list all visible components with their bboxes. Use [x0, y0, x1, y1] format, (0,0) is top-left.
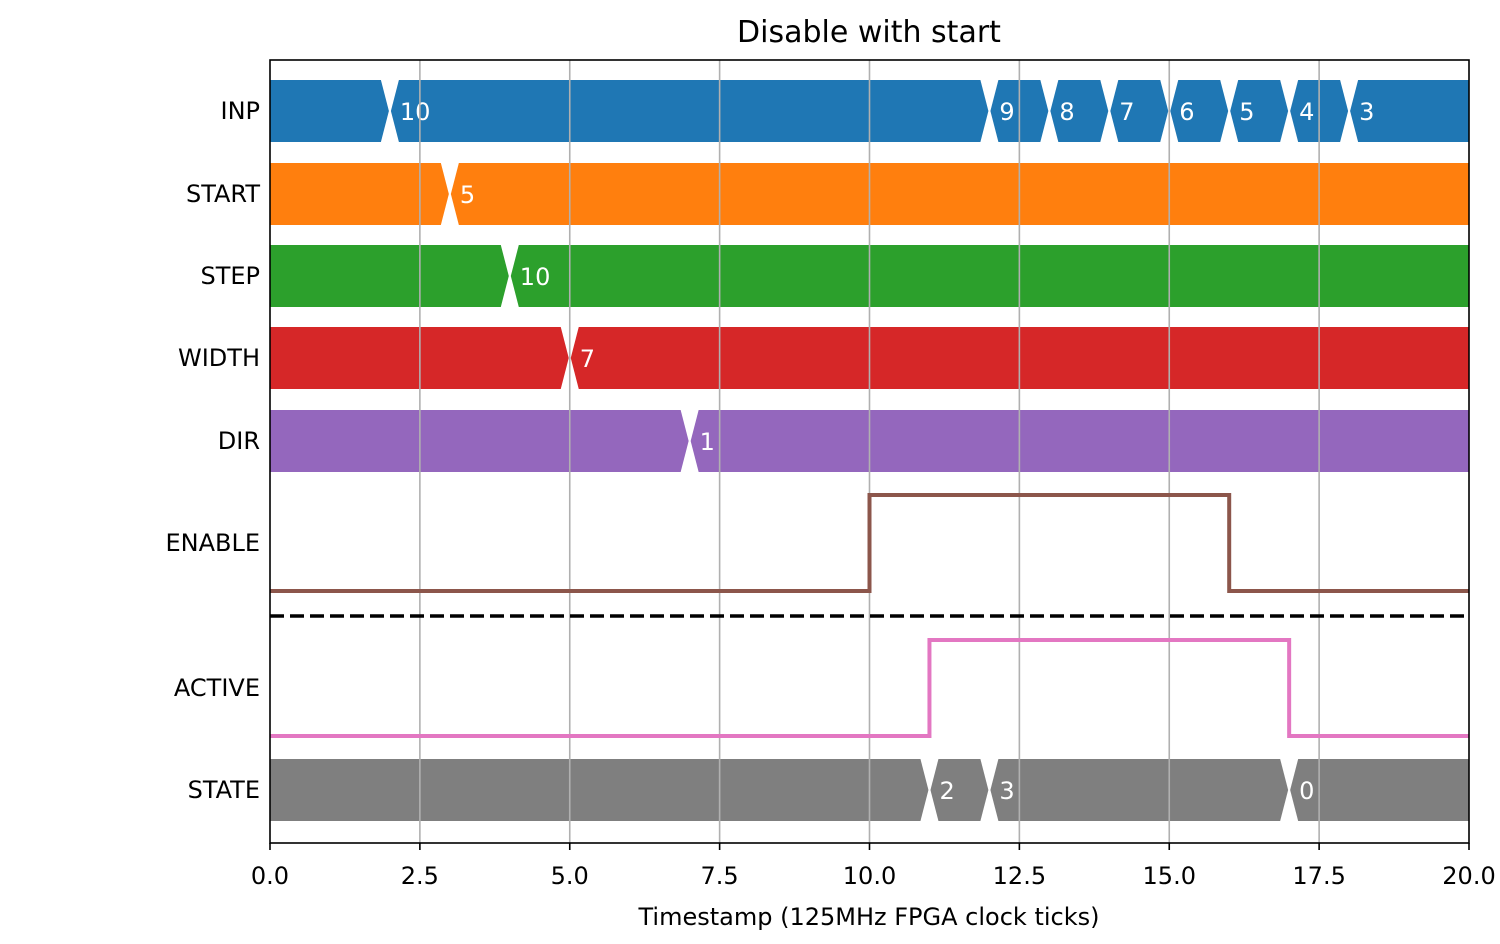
signal-label-dir: DIR	[218, 427, 260, 455]
bus-segment-state	[1290, 759, 1469, 821]
bus-value-inp: 9	[999, 98, 1014, 126]
bus-segment-inp	[1110, 80, 1169, 142]
chart-title: Disable with start	[737, 15, 1001, 50]
signal-label-width: WIDTH	[178, 344, 260, 372]
x-tick-label: 10.0	[843, 862, 896, 890]
bus-segment-state	[990, 759, 1289, 821]
signal-label-inp: INP	[220, 97, 260, 125]
bit-signals-layer	[270, 493, 1469, 738]
bus-segment-state	[930, 759, 989, 821]
bus-segment-start	[270, 163, 449, 225]
bus-segment-step	[270, 245, 509, 307]
bus-value-step: 10	[520, 263, 551, 291]
bus-segment-start	[450, 163, 1470, 225]
bus-value-inp: 3	[1359, 98, 1374, 126]
bus-value-start: 5	[460, 181, 475, 209]
bus-segment-inp	[1050, 80, 1109, 142]
signal-label-step: STEP	[200, 262, 260, 290]
bus-value-state: 2	[939, 777, 954, 805]
x-tick-label: 7.5	[701, 862, 739, 890]
axes-layer: INP START STEP WIDTH DIR ENABLE ACTIVE STATE 0.0…	[165, 59, 1496, 890]
plot-frame	[269, 59, 1470, 844]
x-tick-label: 5.0	[551, 862, 589, 890]
bus-segment-inp	[1350, 80, 1469, 142]
x-tick-label: 15.0	[1143, 862, 1196, 890]
signal-label-start: START	[186, 180, 260, 208]
bus-segment-inp	[270, 80, 389, 142]
grid-layer	[419, 60, 1320, 843]
bus-signals-layer: 10 9 8 7 6 5 4 3 5 10 7 1 2 3 0	[270, 80, 1470, 821]
bus-value-inp: 6	[1179, 98, 1194, 126]
bus-value-dir: 1	[700, 428, 715, 456]
x-tick-label: 0.0	[251, 862, 289, 890]
signal-label-active: ACTIVE	[174, 674, 260, 702]
signal-label-enable: ENABLE	[165, 529, 260, 557]
bus-value-inp: 8	[1059, 98, 1074, 126]
bus-segment-inp	[1170, 80, 1229, 142]
x-tick-label: 17.5	[1292, 862, 1345, 890]
bus-value-inp: 4	[1299, 98, 1314, 126]
bus-segment-inp	[1230, 80, 1289, 142]
bus-segment-dir	[270, 410, 689, 472]
bus-value-width: 7	[580, 345, 595, 373]
bus-segment-state	[270, 759, 929, 821]
bus-value-inp: 7	[1119, 98, 1134, 126]
x-tick-label: 20.0	[1442, 862, 1495, 890]
x-tick-label: 2.5	[401, 862, 439, 890]
bus-value-state: 3	[999, 777, 1014, 805]
bit-trace-enable	[270, 493, 1469, 593]
bit-trace-active	[270, 638, 1469, 738]
x-tick-label: 12.5	[993, 862, 1046, 890]
bus-segment-step	[510, 245, 1469, 307]
x-axis-label: Timestamp (125MHz FPGA clock ticks)	[638, 903, 1100, 931]
bus-value-inp: 5	[1239, 98, 1254, 126]
bus-value-inp: 10	[400, 98, 431, 126]
bus-segment-inp	[390, 80, 989, 142]
signal-label-state: STATE	[188, 776, 260, 804]
bus-value-state: 0	[1299, 777, 1314, 805]
bus-segment-dir	[690, 410, 1469, 472]
